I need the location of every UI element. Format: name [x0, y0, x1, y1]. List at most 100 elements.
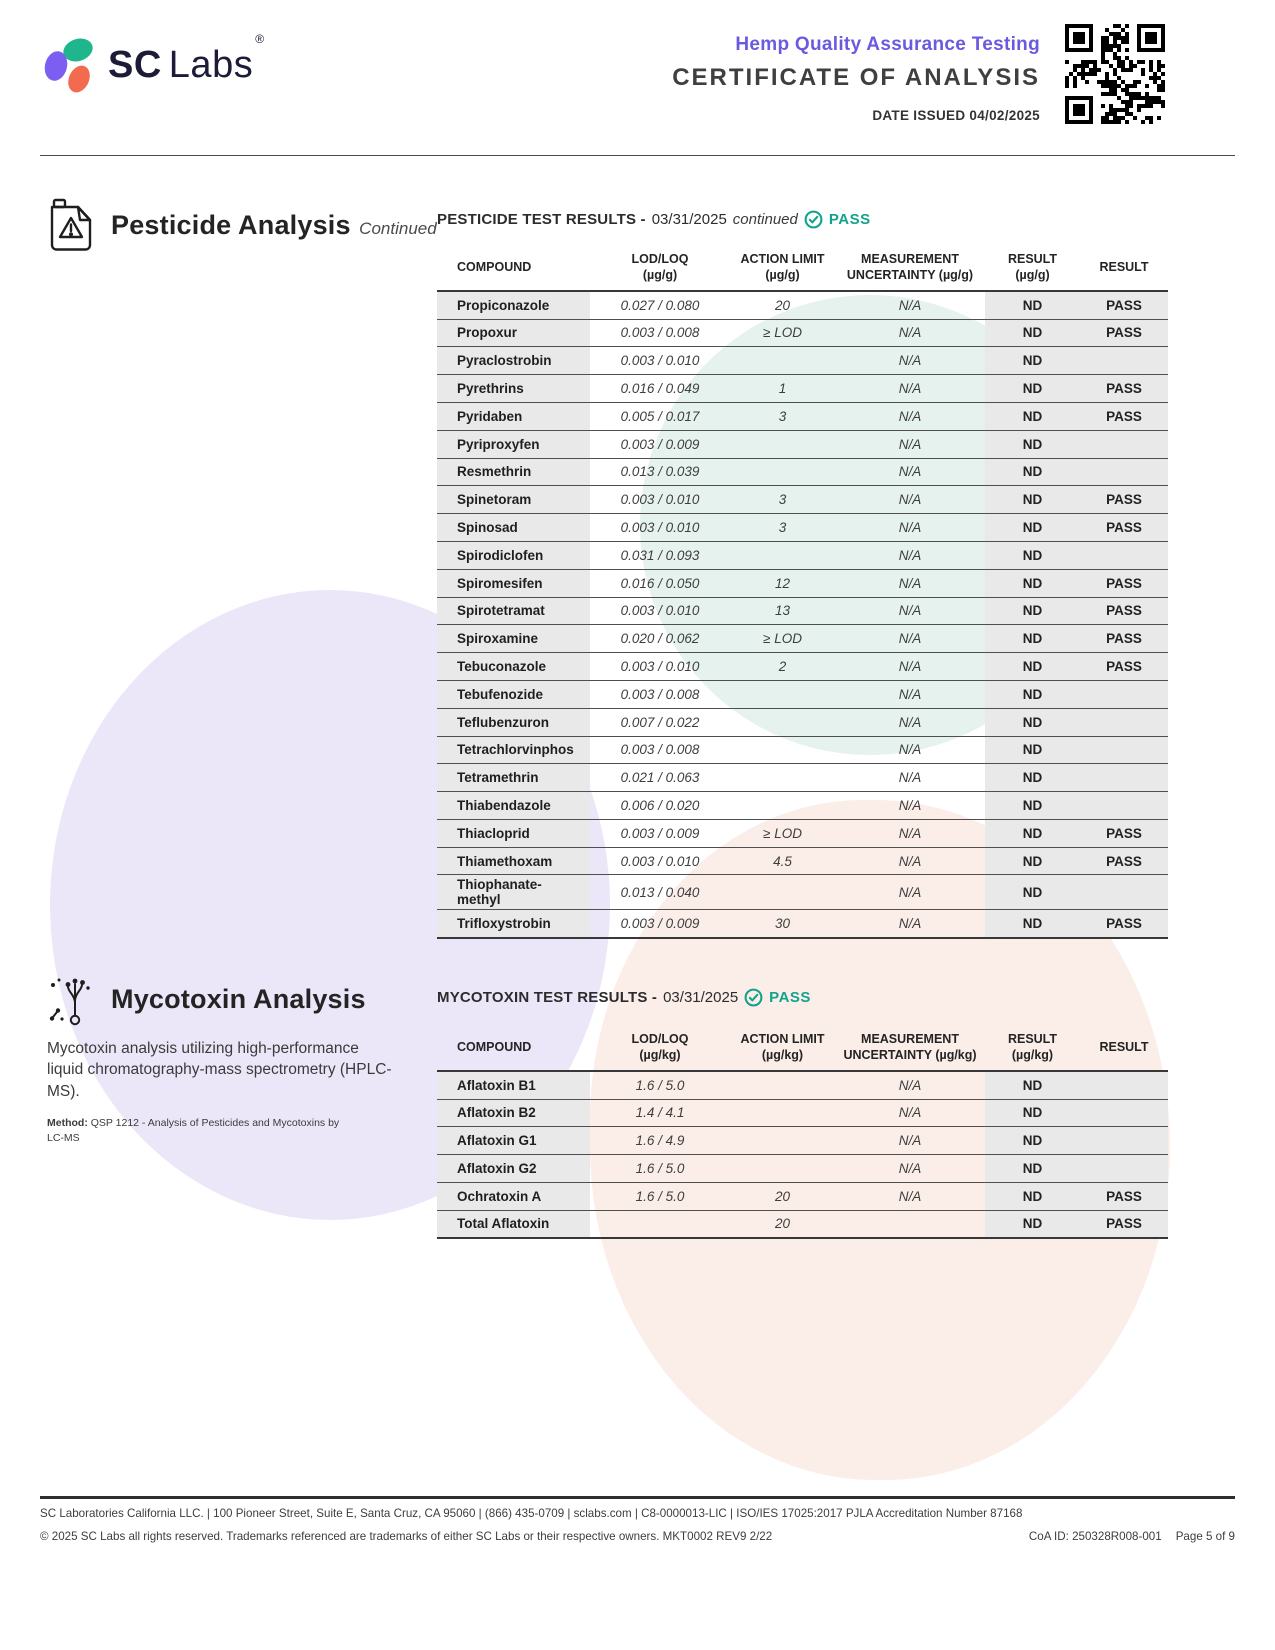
cell-uncertainty: N/A	[835, 818, 985, 848]
cell-lod_loq: 0.003 / 0.010	[590, 652, 730, 681]
date-issued: DATE ISSUED 04/02/2025	[872, 108, 1040, 123]
status-badge: PASS	[828, 211, 871, 228]
cell-compound: Aflatoxin B2	[437, 1098, 590, 1127]
table-row: Resmethrin 0.013 / 0.039 N/A ND	[437, 457, 1168, 486]
coa-id: CoA ID: 250328R008-001	[1028, 1530, 1162, 1543]
cell-uncertainty: N/A	[835, 707, 985, 736]
cell-uncertainty: N/A	[835, 457, 985, 486]
cell-result_value: ND	[985, 318, 1080, 347]
section-title-mycotoxin: Mycotoxin Analysis	[111, 983, 366, 1014]
cell-result_status: PASS	[1080, 624, 1168, 653]
cell-action_limit: 20	[730, 290, 835, 320]
logo-sc: SC	[108, 43, 162, 86]
cell-lod_loq: 0.021 / 0.063	[590, 763, 730, 792]
document-subtitle: Hemp Quality Assurance Testing	[735, 34, 1040, 55]
cell-lod_loq: 0.013 / 0.039	[590, 457, 730, 486]
column-header-uncertainty: MEASUREMENT UNCERTAINTY (µg/g)	[835, 246, 985, 293]
cell-compound: Spirodiclofen	[437, 540, 590, 570]
table-row: Tebuconazole 0.003 / 0.010 2 N/A ND PASS	[437, 652, 1168, 681]
cell-compound: Tebufenozide	[437, 679, 590, 709]
table-row: Aflatoxin B2 1.4 / 4.1 N/A ND	[437, 1098, 1168, 1127]
table-row: Thiacloprid 0.003 / 0.009 ≥ LOD N/A ND PASS	[437, 818, 1168, 848]
cell-result_status: PASS	[1080, 846, 1168, 875]
cell-lod_loq: 0.003 / 0.010	[590, 596, 730, 625]
cell-result_value: ND	[985, 707, 1080, 736]
cell-result_value: ND	[985, 374, 1080, 403]
column-header-result-value: RESULT (µg/g)	[985, 246, 1080, 293]
column-header-lodloq: LOD/LOQ (µg/g)	[590, 246, 730, 293]
mycotoxin-results-title: MYCOTOXIN TEST RESULTS - 03/31/2025 PASS	[437, 988, 811, 1007]
cell-result_status	[1080, 1098, 1168, 1127]
cell-lod_loq: 0.006 / 0.020	[590, 791, 730, 820]
cell-action_limit: ≥ LOD	[730, 318, 835, 347]
cell-lod_loq: 0.027 / 0.080	[590, 290, 730, 320]
table-row: Propoxur 0.003 / 0.008 ≥ LOD N/A ND PASS	[437, 318, 1168, 347]
pesticide-results-table: COMPOUND LOD/LOQ (µg/g) ACTION LIMIT (µg/g…	[437, 246, 1168, 939]
column-header-action-limit: ACTION LIMIT (µg/kg)	[730, 1026, 835, 1073]
cell-result_status: PASS	[1080, 374, 1168, 403]
pass-check-icon	[744, 988, 763, 1007]
cell-compound: Teflubenzuron	[437, 707, 590, 736]
cell-result_value: ND	[985, 652, 1080, 681]
cell-action_limit: 1	[730, 374, 835, 403]
cell-compound: Pyraclostrobin	[437, 346, 590, 375]
cell-result_value: ND	[985, 540, 1080, 570]
cell-result_value: ND	[985, 874, 1080, 910]
cell-uncertainty: N/A	[835, 909, 985, 938]
cell-lod_loq: 1.6 / 5.0	[590, 1181, 730, 1211]
cell-action_limit: 3	[730, 485, 835, 514]
cell-compound: Aflatoxin G2	[437, 1154, 590, 1183]
cell-action_limit: 3	[730, 401, 835, 431]
results-date: 03/31/2025	[663, 989, 739, 1006]
cell-result_status: PASS	[1080, 818, 1168, 848]
cell-result_status	[1080, 1126, 1168, 1155]
cell-lod_loq: 1.6 / 5.0	[590, 1070, 730, 1100]
cell-uncertainty: N/A	[835, 874, 985, 910]
cell-compound: Aflatoxin G1	[437, 1126, 590, 1155]
cell-result_value: ND	[985, 1209, 1080, 1239]
cell-lod_loq: 0.003 / 0.010	[590, 485, 730, 514]
cell-compound: Pyrethrins	[437, 374, 590, 403]
cell-result_value: ND	[985, 763, 1080, 792]
header-divider	[40, 155, 1235, 156]
cell-uncertainty: N/A	[835, 401, 985, 431]
mycotoxin-spore-icon	[49, 978, 90, 1026]
cell-uncertainty: N/A	[835, 290, 985, 320]
table-row: Propiconazole 0.027 / 0.080 20 N/A ND PASS	[437, 290, 1168, 320]
cell-uncertainty: N/A	[835, 846, 985, 875]
cell-lod_loq: 0.003 / 0.010	[590, 846, 730, 875]
pesticide-results-title: PESTICIDE TEST RESULTS - 03/31/2025 cont…	[437, 210, 871, 229]
cell-result_value: ND	[985, 1070, 1080, 1100]
cell-result_status	[1080, 457, 1168, 486]
footer-legal: © 2025 SC Labs all rights reserved. Trad…	[40, 1530, 1235, 1543]
cell-lod_loq: 0.031 / 0.093	[590, 540, 730, 570]
cell-compound: Ochratoxin A	[437, 1181, 590, 1211]
table-row: Trifloxystrobin 0.003 / 0.009 30 N/A ND PASS	[437, 909, 1168, 938]
mycotoxin-results-table: COMPOUND LOD/LOQ (µg/kg) ACTION LIMIT (µg/…	[437, 1026, 1168, 1239]
cell-lod_loq: 0.013 / 0.040	[590, 874, 730, 910]
sclabs-logo: SC Labs®	[42, 32, 264, 94]
cell-uncertainty: N/A	[835, 596, 985, 625]
cell-action_limit	[730, 735, 835, 764]
table-row: Thiabendazole 0.006 / 0.020 N/A ND	[437, 791, 1168, 820]
sclabs-petals-icon	[44, 38, 93, 93]
cell-result_value: ND	[985, 791, 1080, 820]
cell-result_status: PASS	[1080, 568, 1168, 598]
cell-result_status: PASS	[1080, 652, 1168, 681]
pass-check-icon	[804, 210, 823, 229]
cell-action_limit	[730, 707, 835, 736]
table-row: Ochratoxin A 1.6 / 5.0 20 N/A ND PASS	[437, 1181, 1168, 1211]
cell-compound: Pyridaben	[437, 401, 590, 431]
table-row: Spirotetramat 0.003 / 0.010 13 N/A ND PASS	[437, 596, 1168, 625]
cell-action_limit: ≥ LOD	[730, 818, 835, 848]
results-continued: continued	[732, 211, 798, 228]
cell-result_status: PASS	[1080, 401, 1168, 431]
cell-action_limit: 12	[730, 568, 835, 598]
footer-coa-info: CoA ID: 250328R008-001 Page 5 of 9	[1015, 1530, 1235, 1543]
cell-result_value: ND	[985, 735, 1080, 764]
cell-result_status: PASS	[1080, 485, 1168, 514]
qr-code	[1065, 24, 1165, 124]
cell-compound: Spinosad	[437, 513, 590, 542]
cell-uncertainty: N/A	[835, 540, 985, 570]
